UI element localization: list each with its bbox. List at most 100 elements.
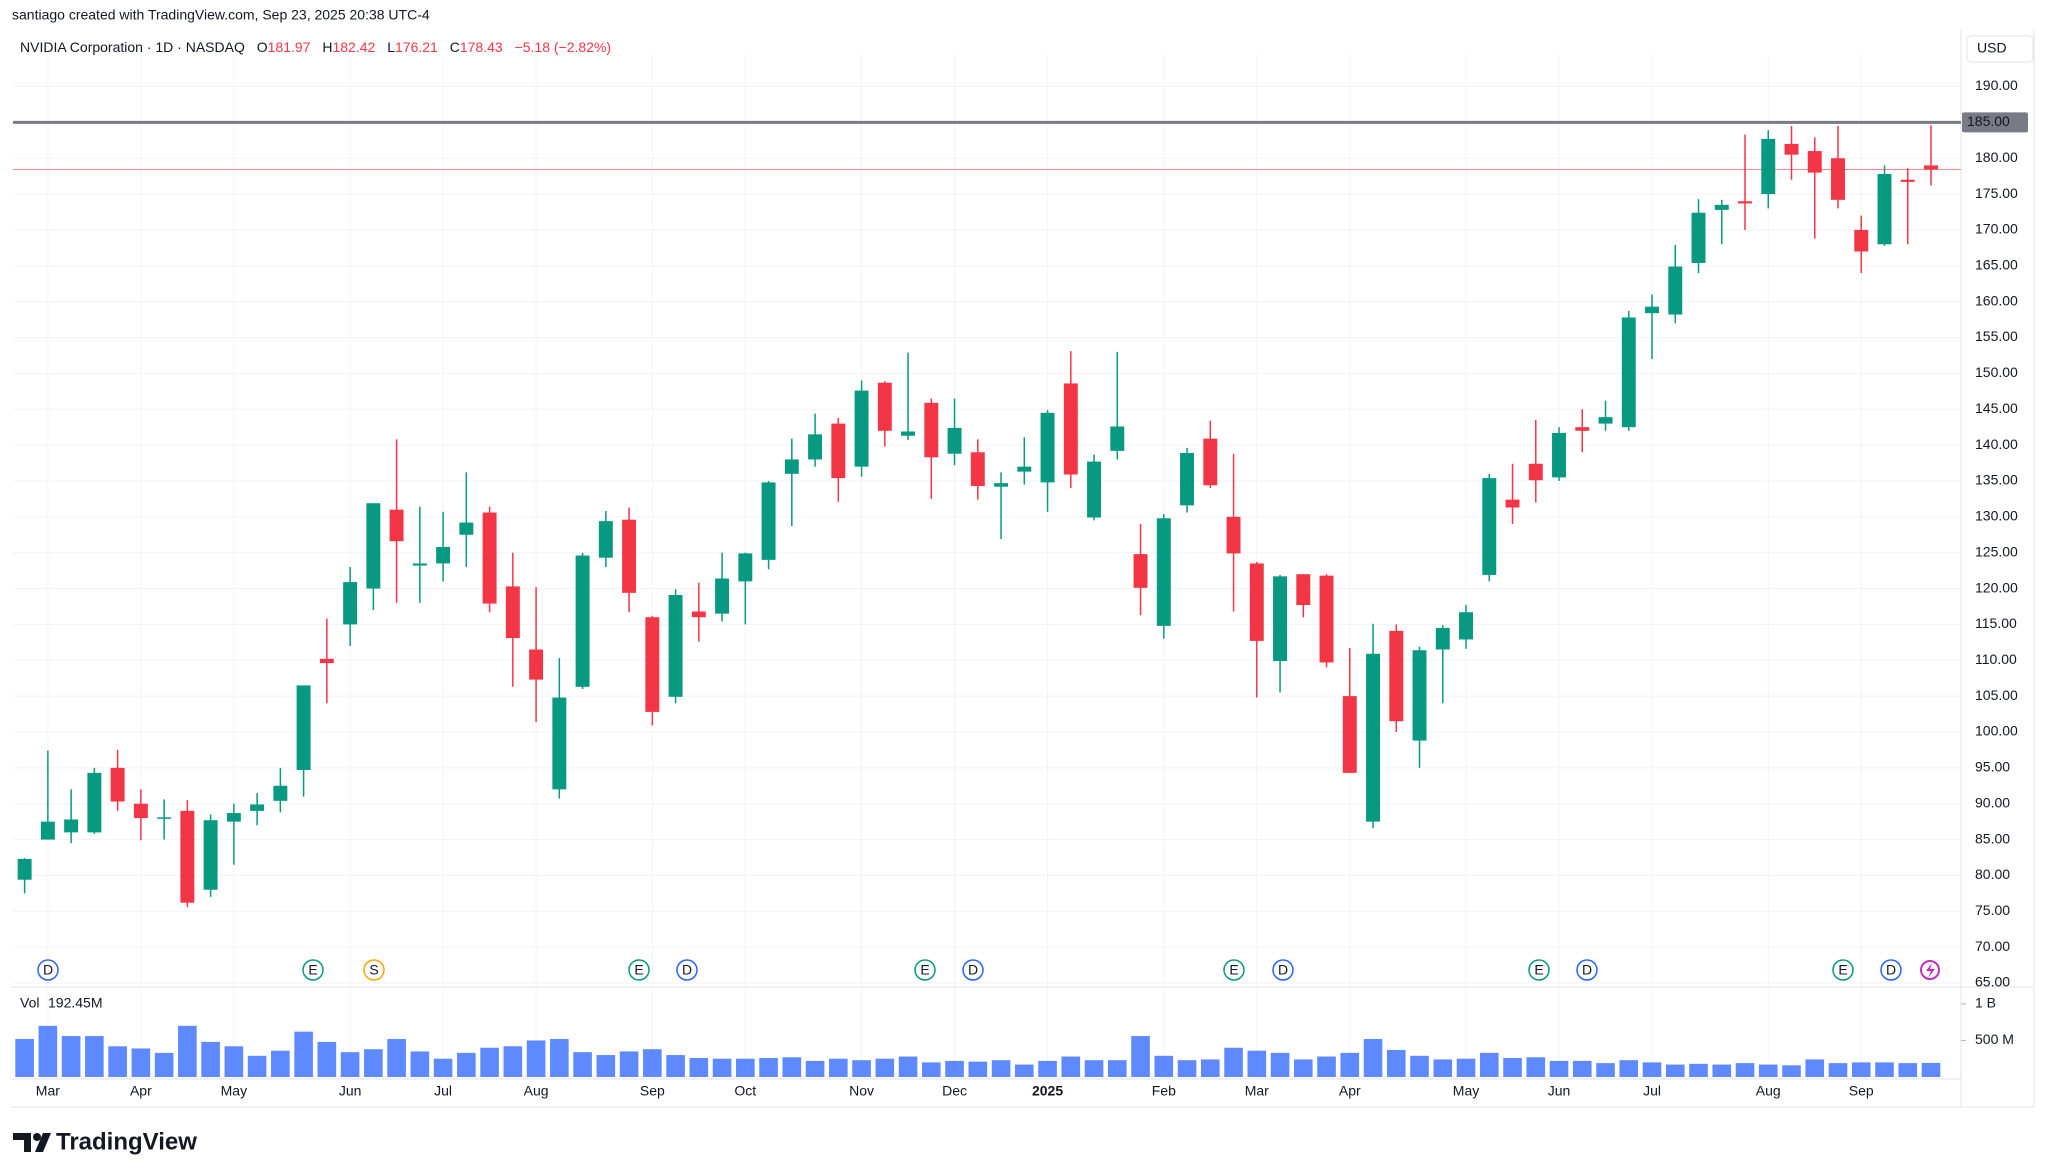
volume-bar xyxy=(1317,1056,1336,1077)
candle-body xyxy=(1366,653,1381,822)
volume-bar xyxy=(1084,1060,1104,1077)
volume-bar xyxy=(1758,1064,1778,1077)
candle-body xyxy=(226,813,241,822)
candle-body xyxy=(436,546,451,564)
y-tick-label: 170.00 xyxy=(1975,221,2018,237)
volume-bar xyxy=(224,1046,244,1077)
candle-body xyxy=(1180,452,1195,506)
candle-body xyxy=(1389,630,1404,722)
event-marker xyxy=(1528,959,1550,981)
candle-body xyxy=(1645,306,1659,314)
candle-body xyxy=(366,503,381,589)
volume-bar xyxy=(805,1060,825,1077)
volume-bar xyxy=(1619,1060,1639,1077)
volume-bar xyxy=(1270,1052,1290,1077)
legend-value: 178.43 xyxy=(460,39,503,55)
y-tick-label: 150.00 xyxy=(1975,364,2018,380)
volume-bar xyxy=(1526,1057,1546,1077)
event-marker xyxy=(302,959,324,981)
volume-bar xyxy=(108,1046,127,1077)
volume-bar xyxy=(410,1051,430,1077)
candle-body xyxy=(808,434,823,460)
x-tick-label: May xyxy=(1453,1083,1479,1099)
y-tick-label: 75.00 xyxy=(1975,902,2010,918)
volume-bar xyxy=(898,1056,918,1077)
candle-body xyxy=(575,555,590,687)
volume-bar xyxy=(1805,1059,1825,1077)
logo-mark xyxy=(35,1133,51,1152)
x-tick-label: Oct xyxy=(734,1083,756,1099)
volume-bar xyxy=(1503,1057,1522,1077)
ideas-bolt xyxy=(1926,963,1935,978)
x-tick-label: Aug xyxy=(1756,1083,1781,1099)
candle-body xyxy=(1040,412,1055,483)
x-tick-label: Dec xyxy=(942,1083,967,1099)
volume-bar xyxy=(154,1052,174,1077)
currency-button[interactable] xyxy=(1966,35,2034,63)
candle-body xyxy=(622,519,637,593)
candle-body xyxy=(645,617,660,712)
y-tick-label: 175.00 xyxy=(1975,185,2018,201)
candle-body xyxy=(157,817,172,819)
event-marker xyxy=(628,959,650,981)
volume-bar xyxy=(1177,1060,1197,1077)
price-label-box xyxy=(1962,112,2028,133)
x-tick-label: Nov xyxy=(849,1083,874,1099)
volume-bar xyxy=(1479,1052,1499,1077)
event-label: S xyxy=(369,962,378,978)
y-tick-label: 135.00 xyxy=(1975,472,2018,488)
candle-body xyxy=(1226,516,1241,554)
currency[interactable]: USD xyxy=(1977,40,2007,56)
y-tick-label: 100.00 xyxy=(1975,723,2018,739)
volume-bar xyxy=(922,1062,941,1077)
event-label: E xyxy=(1534,962,1543,978)
candle-body xyxy=(668,595,683,697)
y-tick-label: 140.00 xyxy=(1975,436,2018,452)
candle-body xyxy=(203,820,218,890)
event-label: E xyxy=(920,962,929,978)
candle-body xyxy=(1854,229,1869,252)
volume-bar xyxy=(1456,1058,1476,1077)
candle-body xyxy=(1249,563,1264,641)
volume-bar xyxy=(1433,1059,1453,1077)
volume-bar xyxy=(1596,1063,1615,1077)
y-tick-label: 160.00 xyxy=(1975,292,2018,308)
candle-body xyxy=(110,767,125,802)
volume-bar xyxy=(1642,1062,1662,1077)
legend-change: −5.18 (−2.82%) xyxy=(515,39,612,55)
y-tick-label: 105.00 xyxy=(1975,687,2018,703)
event-label: D xyxy=(682,962,692,978)
legend-key: C xyxy=(450,39,460,55)
event-label: D xyxy=(968,962,978,978)
volume-name: Vol xyxy=(20,995,39,1011)
candle-body xyxy=(180,810,195,903)
volume-bar xyxy=(1363,1038,1383,1077)
y-tick-label: 190.00 xyxy=(1975,77,2018,93)
volume-bar xyxy=(1061,1056,1081,1077)
candle-body xyxy=(1621,317,1636,428)
candle-body xyxy=(1505,499,1520,508)
event-marker xyxy=(1576,959,1598,981)
x-tick-label: Feb xyxy=(1152,1083,1176,1099)
volume-bar xyxy=(1572,1060,1592,1077)
volume-bar xyxy=(15,1038,34,1077)
candle-body xyxy=(319,658,334,664)
candle-body xyxy=(1552,432,1566,478)
candle-body xyxy=(1110,426,1125,451)
event-label: E xyxy=(634,962,643,978)
volume-bar xyxy=(619,1051,639,1077)
x-tick-label: Aug xyxy=(524,1083,549,1099)
y-tick-label: 95.00 xyxy=(1975,759,2010,775)
y-tick-label: 155.00 xyxy=(1975,328,2018,344)
volume-bar xyxy=(968,1061,988,1077)
volume-bar xyxy=(1735,1063,1755,1077)
volume-bar xyxy=(317,1041,337,1077)
volume-bar xyxy=(759,1057,778,1077)
candle-body xyxy=(1482,478,1497,575)
volume-bar xyxy=(689,1057,709,1077)
volume-bar xyxy=(1828,1063,1848,1077)
candle-body xyxy=(343,582,358,625)
volume-bar xyxy=(1340,1052,1360,1077)
volume-bar xyxy=(1015,1064,1034,1077)
x-tick-label: Sep xyxy=(640,1083,665,1099)
